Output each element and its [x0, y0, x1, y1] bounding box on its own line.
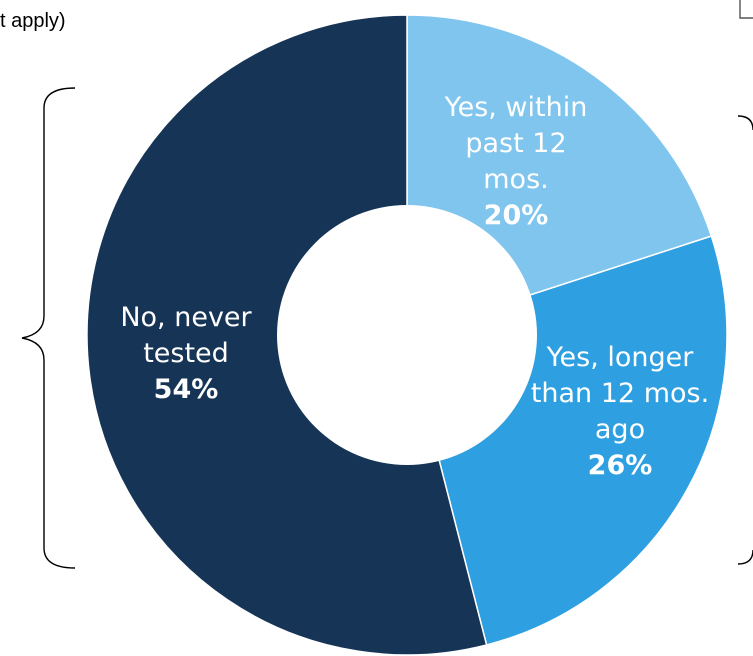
right-brace: [737, 115, 753, 565]
slice-label-within-value: 20%: [483, 200, 549, 231]
slice-label-never-value: 54%: [153, 374, 219, 405]
slice-label-never: No, never tested 54%: [96, 300, 276, 408]
slice-label-longer-line3: ago: [594, 414, 646, 445]
slice-label-longer-line2: than 12 mos.: [530, 378, 710, 409]
slice-label-within-line2: past 12 mos.: [465, 128, 567, 195]
chart-caption: t apply): [0, 10, 66, 32]
slice-label-longer: Yes, longer than 12 mos. ago 26%: [520, 340, 720, 484]
left-brace: [21, 87, 76, 569]
donut-hole: [277, 205, 537, 465]
slice-label-within: Yes, within past 12 mos. 20%: [436, 90, 596, 234]
corner-frame: [739, 0, 753, 19]
slice-label-longer-line1: Yes, longer: [546, 342, 694, 373]
slice-label-never-line2: tested: [143, 338, 229, 369]
slice-label-never-line1: No, never: [120, 302, 252, 333]
slice-label-within-line1: Yes, within: [444, 92, 588, 123]
slice-label-longer-value: 26%: [587, 450, 653, 481]
